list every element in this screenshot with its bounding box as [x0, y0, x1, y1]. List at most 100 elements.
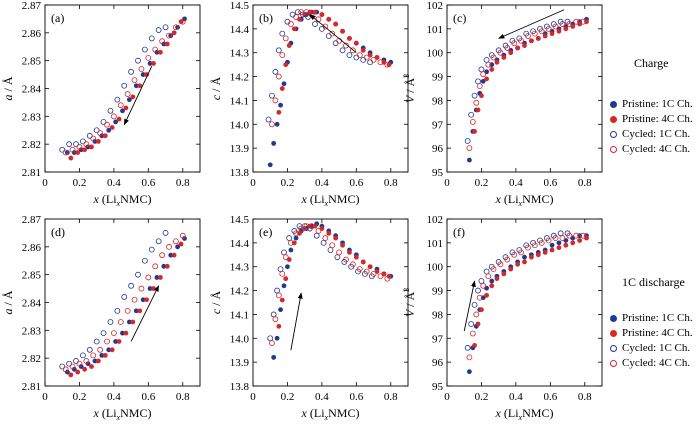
data-point: [275, 47, 282, 54]
data-point: [286, 235, 293, 241]
legend-label: Pristine: 4C Ch.: [622, 113, 693, 125]
legend-entry: Pristine: 1C Ch.: [610, 97, 693, 112]
data-point: [138, 285, 145, 292]
data-point: [155, 27, 162, 33]
data-point: [556, 245, 562, 251]
data-point: [269, 340, 275, 346]
x-tick-label: 0.4: [315, 177, 329, 189]
data-point: [274, 287, 281, 294]
legend-marker: [610, 359, 617, 367]
data-point: [141, 46, 148, 53]
legend-entry: Cycled: 1C Ch.: [610, 127, 693, 142]
data-point: [100, 119, 107, 125]
y-tick-label: 14.4: [230, 24, 250, 36]
data-point: [325, 33, 332, 39]
y-tick-label: 101: [427, 24, 444, 36]
data-point: [148, 35, 155, 42]
data-point: [464, 344, 471, 351]
data-point: [93, 127, 100, 134]
data-point: [281, 249, 287, 256]
y-tick-label: 2.82: [22, 353, 41, 365]
data-point: [75, 369, 81, 375]
data-point: [356, 266, 363, 273]
data-point: [93, 338, 100, 345]
data-point: [95, 138, 101, 144]
y-tick-label: 2.84: [22, 298, 42, 310]
y-tick-label: 14.1: [230, 309, 249, 321]
data-point: [113, 339, 119, 344]
data-point: [549, 247, 555, 253]
data-point: [469, 119, 476, 125]
y-tick-label: 14.2: [230, 286, 249, 298]
data-point: [272, 316, 279, 323]
data-point: [147, 286, 153, 291]
data-point: [284, 18, 291, 25]
data-point: [283, 276, 289, 282]
data-point: [68, 155, 74, 161]
data-point: [312, 9, 318, 15]
y-tick-label: 14.5: [230, 214, 250, 226]
data-point: [522, 43, 527, 48]
data-point: [577, 238, 583, 243]
data-point: [297, 16, 302, 22]
data-point: [549, 242, 555, 248]
data-point: [360, 47, 366, 53]
trend-arrow: [130, 285, 160, 342]
data-point: [62, 366, 69, 373]
data-point: [545, 237, 552, 244]
data-point: [319, 12, 325, 17]
legend-label: Pristine: 4C Ch.: [622, 327, 693, 339]
legend-label: Pristine: 1C Ch.: [622, 312, 693, 324]
x-tick-label: 0.6: [543, 391, 557, 403]
panel-e: 0 0.2 0.4 0.6 0.8 13.8 13.9 14.0 14.1 14.2 14.3 14.…: [209, 214, 409, 422]
data-point: [78, 147, 84, 153]
data-point: [276, 323, 282, 329]
data-point: [494, 59, 500, 65]
data-point: [123, 105, 129, 111]
data-point: [336, 249, 343, 256]
data-point: [473, 99, 480, 106]
data-point: [179, 232, 186, 239]
data-point: [99, 133, 105, 139]
data-point: [504, 45, 511, 51]
data-point: [161, 41, 167, 47]
y-axis-label: a / Å: [1, 76, 15, 100]
x-tick-label: 0: [42, 391, 48, 403]
data-point: [485, 273, 492, 280]
x-tick-label: 0.6: [141, 391, 155, 403]
y-tick-label: 102: [427, 214, 444, 226]
y-tick-label: 14.2: [230, 72, 249, 84]
data-point: [159, 252, 166, 259]
x-tick-label: 0.2: [73, 391, 87, 403]
data-point: [130, 94, 136, 100]
data-point: [131, 77, 138, 84]
data-point: [83, 358, 90, 364]
data-point: [278, 102, 283, 108]
discharge-label: 1C discharge: [622, 275, 685, 289]
data-point: [556, 28, 562, 34]
data-point: [109, 347, 115, 353]
y-tick-label: 96: [432, 357, 444, 369]
panel-label: (c): [453, 11, 466, 25]
plot-frame: [446, 218, 603, 387]
data-point: [347, 250, 352, 255]
data-point: [100, 330, 107, 337]
data-point: [313, 232, 320, 239]
x-axis-label: x (LixNMC): [301, 192, 360, 208]
data-point: [182, 16, 187, 22]
plot-frame: [44, 218, 201, 387]
data-point: [377, 273, 384, 280]
data-point: [71, 366, 77, 372]
data-point: [485, 61, 492, 68]
data-point: [489, 278, 495, 284]
data-point: [480, 78, 486, 84]
panel-label: (a): [51, 11, 64, 25]
data-point: [384, 275, 391, 282]
y-axis-label: c / Å: [209, 77, 223, 101]
data-point: [293, 14, 299, 20]
data-point: [483, 56, 490, 63]
data-point: [277, 266, 284, 273]
data-point: [343, 42, 349, 49]
x-tick-label: 0.8: [384, 391, 398, 403]
data-point: [525, 33, 531, 39]
